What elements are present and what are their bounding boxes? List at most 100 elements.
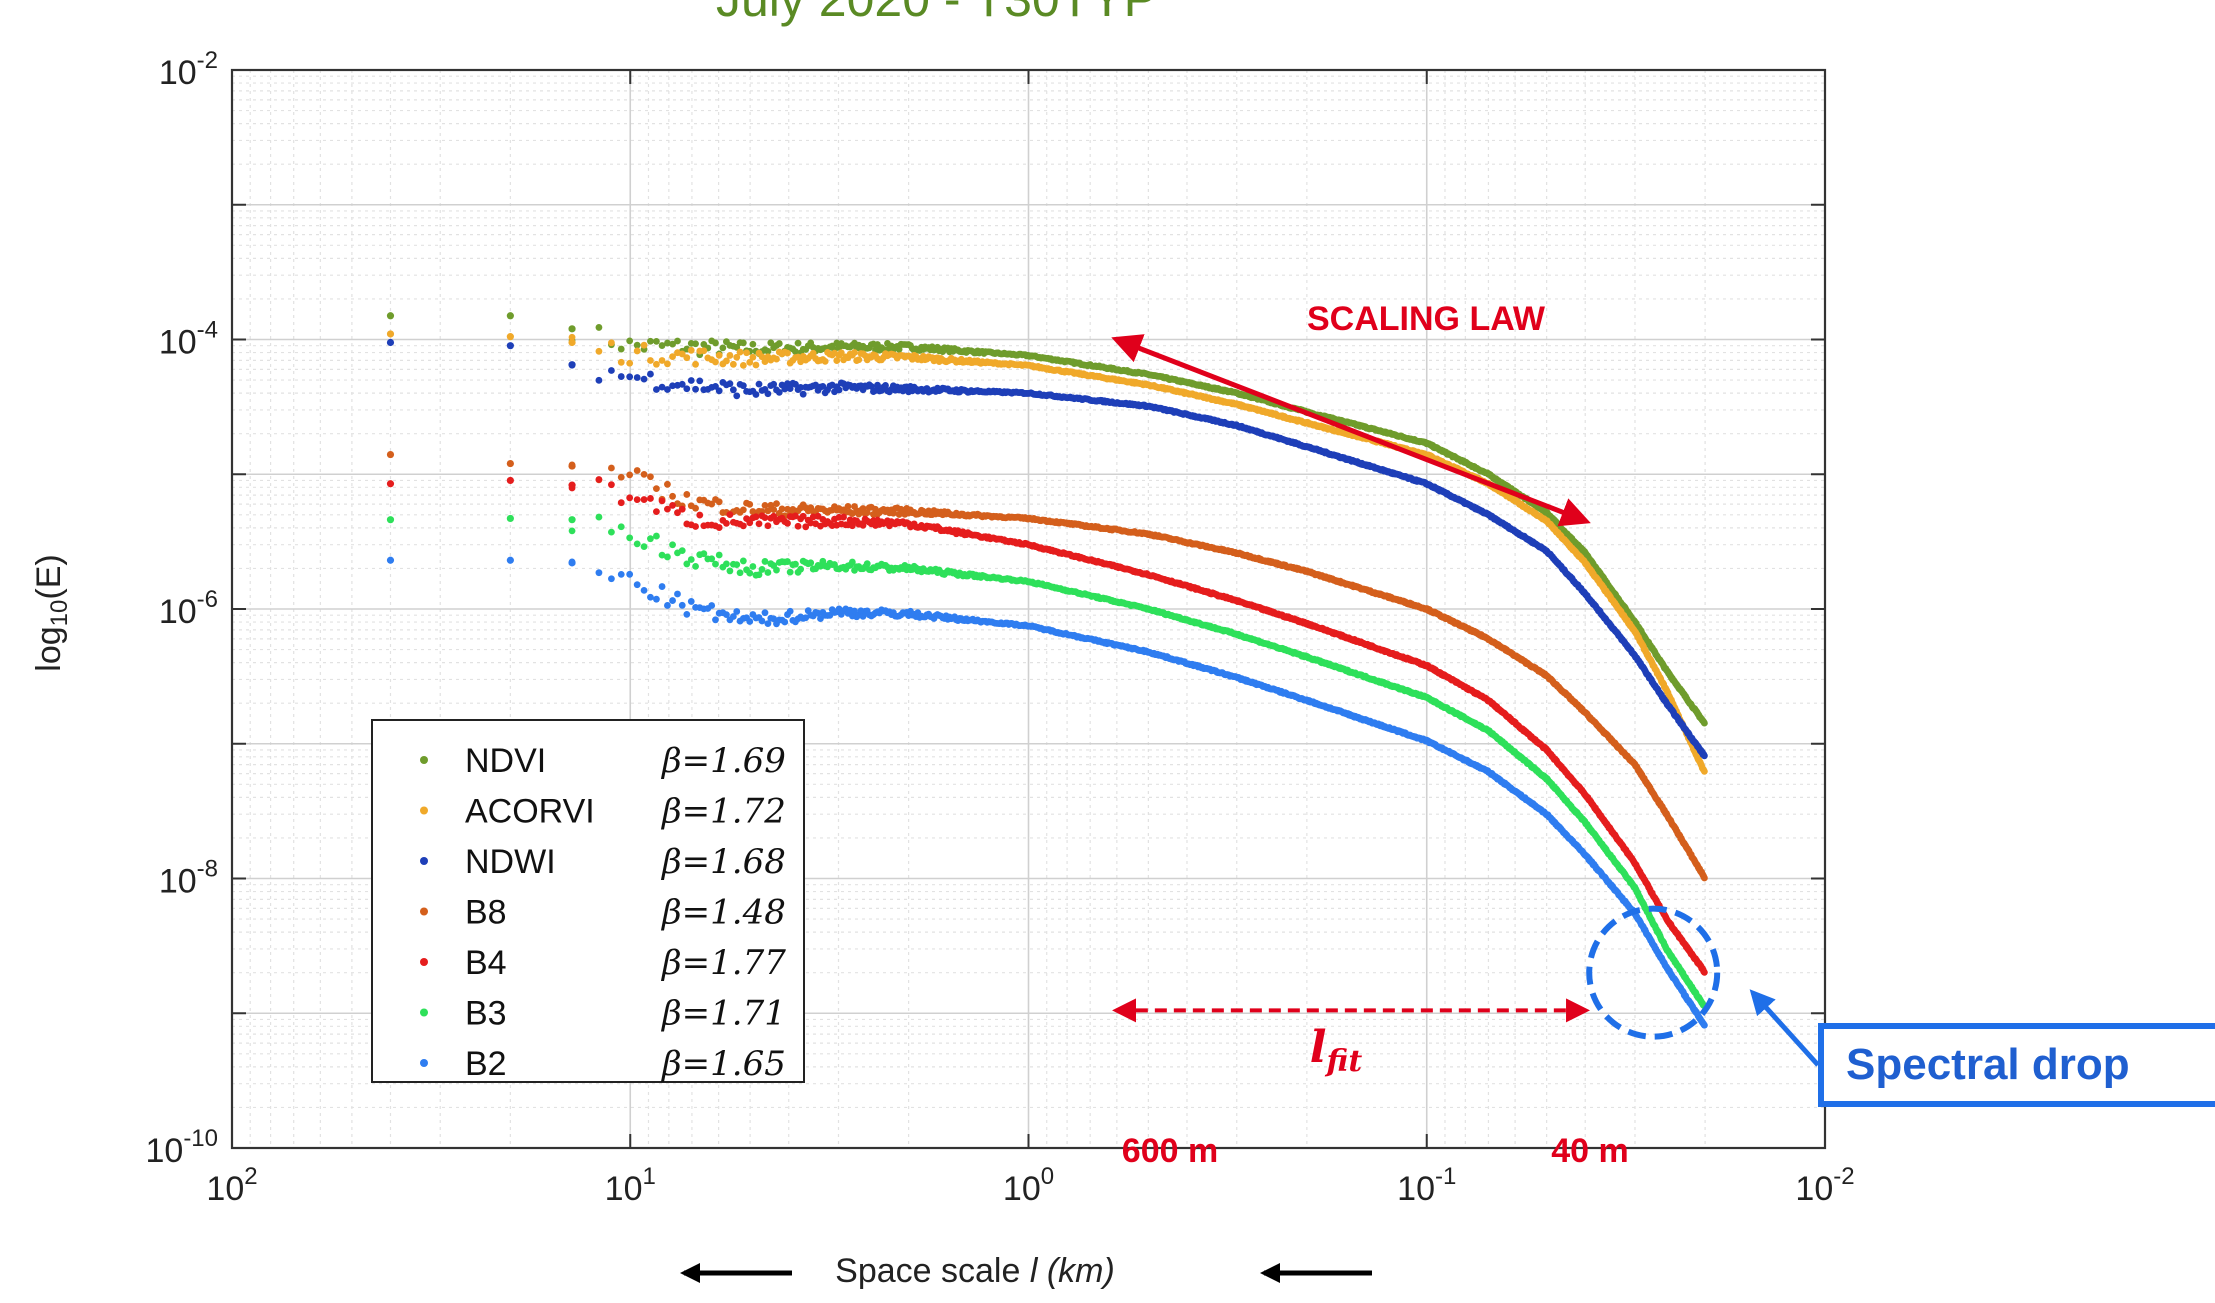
- data-point: [669, 353, 676, 360]
- data-point: [664, 360, 671, 368]
- data-point: [752, 391, 760, 398]
- data-point: [726, 352, 734, 359]
- data-point: [669, 382, 676, 390]
- data-point: [797, 565, 805, 573]
- data-point: [669, 541, 676, 549]
- data-point: [568, 484, 576, 492]
- data-point: [658, 342, 666, 349]
- data-point: [617, 373, 625, 380]
- data-point: [664, 553, 671, 561]
- data-point: [626, 471, 634, 479]
- data-point: [687, 556, 695, 563]
- data-point: [696, 377, 704, 385]
- data-point: [794, 339, 802, 347]
- data-point: [683, 560, 691, 568]
- data-point: [633, 467, 641, 474]
- data-point: [658, 551, 666, 559]
- data-point: [633, 374, 641, 381]
- data-point: [784, 519, 791, 527]
- data-point: [726, 511, 734, 519]
- data-point: [506, 312, 514, 320]
- data-point: [723, 520, 730, 527]
- data-point: [778, 505, 786, 513]
- data-point: [653, 508, 660, 516]
- data-point: [506, 514, 514, 523]
- data-point: [739, 506, 747, 514]
- data-point: [749, 353, 757, 361]
- data-point: [715, 387, 723, 395]
- data-point: [647, 370, 654, 378]
- data-point: [626, 494, 634, 502]
- data-point: [855, 356, 863, 364]
- data-point: [658, 383, 666, 391]
- data-point: [692, 504, 699, 512]
- data-point: [640, 543, 648, 551]
- data-point: [1701, 874, 1708, 882]
- data-point: [723, 560, 730, 568]
- data-point: [758, 566, 766, 573]
- data-point: [608, 339, 615, 347]
- data-point: [386, 338, 395, 347]
- data-point: [626, 359, 634, 367]
- data-point: [755, 380, 763, 388]
- data-point: [755, 571, 763, 579]
- data-point: [687, 346, 695, 354]
- series-b4: [386, 476, 1708, 976]
- data-point: [712, 358, 719, 366]
- data-point: [764, 390, 772, 398]
- data-point: [802, 523, 810, 531]
- data-point: [733, 353, 741, 361]
- data-point: [729, 386, 737, 394]
- data-point: [647, 495, 654, 502]
- data-point: [746, 500, 754, 508]
- data-point: [595, 513, 603, 521]
- data-point: [764, 347, 772, 355]
- data-point: [739, 339, 747, 347]
- data-point: [784, 349, 791, 357]
- data-point: [786, 568, 794, 576]
- data-point: [761, 514, 769, 522]
- data-point: [752, 361, 760, 369]
- data-point: [678, 547, 686, 555]
- data-point: [386, 480, 395, 488]
- data-point: [633, 540, 641, 548]
- data-point: [608, 481, 615, 489]
- data-point: [647, 535, 654, 543]
- data-point: [595, 476, 603, 483]
- data-point: [669, 340, 676, 348]
- data-point: [568, 516, 576, 524]
- data-point: [1701, 752, 1708, 760]
- data-point: [739, 557, 747, 565]
- data-point: [658, 497, 666, 505]
- data-point: [633, 341, 641, 349]
- data-point: [736, 348, 744, 356]
- data-point: [799, 512, 807, 520]
- data-point: [792, 512, 799, 520]
- data-point: [506, 342, 514, 350]
- data-point: [674, 509, 681, 517]
- data-point: [821, 357, 829, 365]
- data-point: [678, 505, 686, 513]
- data-point: [692, 385, 699, 393]
- data-point: [792, 348, 799, 356]
- data-point: [739, 522, 747, 530]
- data-point: [653, 485, 660, 493]
- data-point: [835, 386, 843, 394]
- data-point: [844, 503, 852, 510]
- data-point: [653, 532, 660, 540]
- data-point: [755, 520, 763, 528]
- data-point: [608, 528, 615, 536]
- data-point: [669, 492, 676, 500]
- data-point: [617, 473, 625, 481]
- data-point: [874, 381, 881, 389]
- data-point: [1701, 768, 1708, 775]
- data-point: [506, 459, 514, 468]
- data-point: [664, 505, 671, 513]
- data-point: [692, 562, 699, 570]
- data-point: [764, 569, 772, 576]
- data-point: [664, 480, 671, 488]
- data-point: [678, 380, 686, 388]
- data-point: [633, 347, 641, 355]
- figure-top-title-fragment: July 2020 - T30TYP: [716, 0, 1157, 28]
- data-point: [647, 357, 654, 364]
